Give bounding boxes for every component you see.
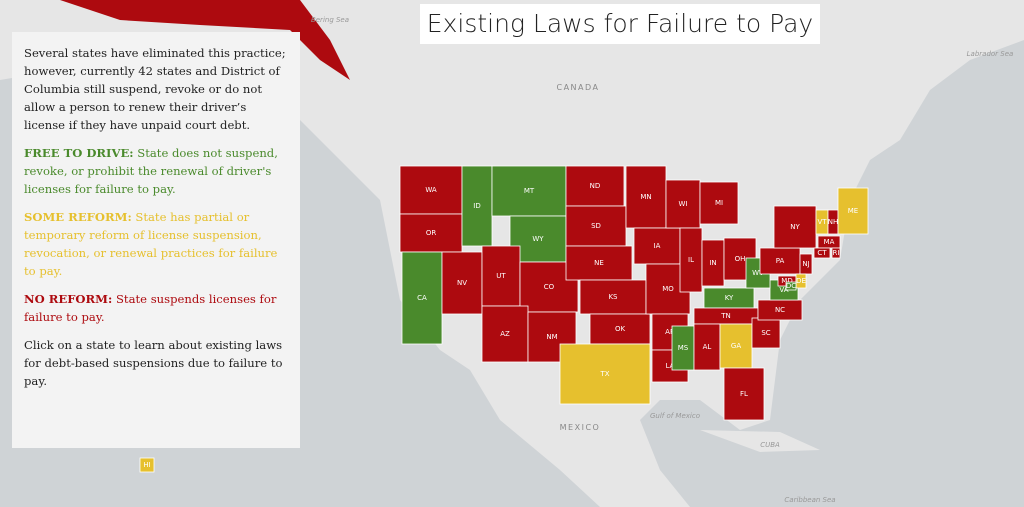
state-label: NH <box>828 218 839 226</box>
state-label: GA <box>731 342 741 350</box>
state-label: WA <box>425 186 437 194</box>
state-label: CO <box>544 283 555 291</box>
place-label: CANADA <box>556 83 599 92</box>
state[interactable] <box>565 165 625 207</box>
state-label: RI <box>833 249 840 257</box>
outro: Click on a state to learn about existing… <box>24 338 283 388</box>
state-label: MD <box>781 277 792 285</box>
state-label: WV <box>752 269 764 277</box>
state[interactable] <box>813 247 831 259</box>
legend-label: FREE TO DRIVE: <box>24 146 134 160</box>
state-label: WY <box>532 235 544 243</box>
legend: FREE TO DRIVE: State does not suspend, r… <box>24 144 288 326</box>
state[interactable] <box>837 187 869 235</box>
state-label: OR <box>426 229 437 237</box>
state-label: MA <box>824 238 835 246</box>
state-label: PA <box>776 257 785 265</box>
state[interactable] <box>481 245 521 307</box>
state[interactable] <box>559 343 651 405</box>
state-label: UT <box>496 272 506 280</box>
state-label: MS <box>678 344 689 352</box>
state-label: KY <box>725 294 734 302</box>
state[interactable] <box>401 251 443 345</box>
state-label: OH <box>735 255 746 263</box>
alaska <box>60 0 350 80</box>
state-label: IN <box>709 259 716 267</box>
place-label: MEXICO <box>560 423 601 432</box>
state[interactable] <box>565 205 627 247</box>
state-label: FL <box>740 390 748 398</box>
state-label: IA <box>654 242 661 250</box>
state[interactable] <box>785 281 797 291</box>
state-label: NE <box>594 259 604 267</box>
state[interactable] <box>723 367 765 421</box>
state[interactable] <box>795 273 807 289</box>
state[interactable] <box>773 205 817 249</box>
land <box>700 430 820 452</box>
state-label: TN <box>720 312 731 320</box>
state-label: ID <box>473 202 480 210</box>
state-label: IL <box>688 256 694 264</box>
state[interactable] <box>441 251 483 315</box>
state-label: MI <box>715 199 723 207</box>
state[interactable] <box>699 181 739 225</box>
state[interactable] <box>565 245 633 281</box>
state-label: OK <box>615 325 626 333</box>
state[interactable] <box>491 165 567 217</box>
state-label: MO <box>662 285 674 293</box>
intro: Several states have eliminated this prac… <box>24 46 286 132</box>
state-label: MN <box>640 193 651 201</box>
state-label: DE <box>796 277 806 285</box>
place-label: Gulf of Mexico <box>650 412 700 420</box>
state-label: CT <box>817 249 827 257</box>
state-label: NJ <box>802 260 809 268</box>
state[interactable] <box>633 227 681 265</box>
state-label: CA <box>417 294 427 302</box>
state[interactable] <box>751 317 781 349</box>
title: Existing Laws for Failure to Pay <box>420 4 820 44</box>
state-label: SD <box>591 222 601 230</box>
place-label: Bering Sea <box>311 16 349 24</box>
legend-text: State has partial or temporary reform of… <box>24 210 278 278</box>
legend-label: SOME REFORM: <box>24 210 132 224</box>
state-label: AR <box>665 328 675 336</box>
legend-label: NO REFORM: <box>24 292 113 306</box>
state-label: SC <box>761 329 770 337</box>
legend-text: State suspends licenses for failure to p… <box>24 292 277 324</box>
sidebar: Several states have eliminated this prac… <box>12 32 300 448</box>
state-label: NM <box>546 333 557 341</box>
state-label: TX <box>599 370 609 378</box>
state[interactable] <box>625 165 667 229</box>
place-label: CUBA <box>760 441 780 449</box>
state-label: NY <box>790 223 800 231</box>
legend-entry: FREE TO DRIVE: State does not suspend, r… <box>24 144 288 198</box>
state[interactable] <box>139 457 155 473</box>
legend-entry: NO REFORM: State suspends licenses for f… <box>24 290 288 326</box>
state-label: WI <box>679 200 688 208</box>
state-label: VA <box>779 286 788 294</box>
state-label: ME <box>848 207 858 215</box>
state[interactable] <box>461 165 493 247</box>
state-label: LA <box>666 362 675 370</box>
state[interactable] <box>589 313 651 345</box>
state[interactable] <box>831 247 841 259</box>
state[interactable] <box>399 165 463 215</box>
state-label: DC <box>786 282 796 290</box>
state[interactable] <box>759 247 801 275</box>
legend-entry: SOME REFORM: State has partial or tempor… <box>24 208 288 280</box>
state-label: NC <box>775 306 785 314</box>
state-label: KS <box>608 293 618 301</box>
state-label: AL <box>703 343 712 351</box>
state-label: MT <box>524 187 535 195</box>
state-label: ND <box>590 182 601 190</box>
place-label: Caribbean Sea <box>784 496 835 504</box>
legend-text: State does not suspend, revoke, or prohi… <box>24 146 278 196</box>
state-label: NV <box>457 279 467 287</box>
state-label: HI <box>143 461 150 469</box>
state-label: VT <box>817 218 827 226</box>
state-label: AZ <box>500 330 510 338</box>
place-label: Labrador Sea <box>967 50 1014 58</box>
